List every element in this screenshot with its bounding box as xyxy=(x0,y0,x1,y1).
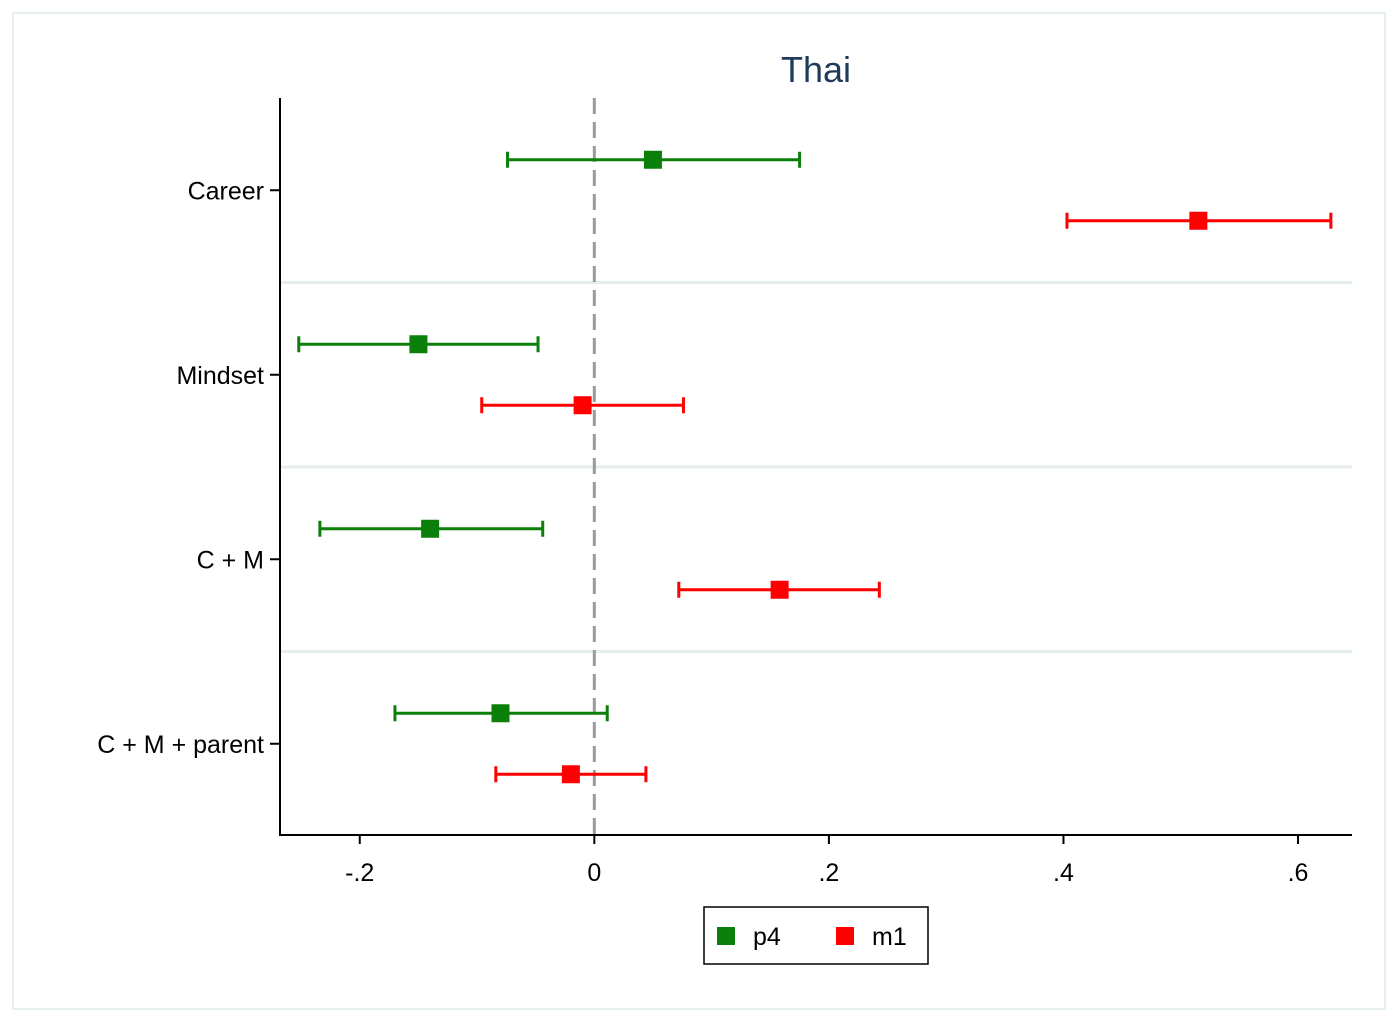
point-marker xyxy=(491,704,510,723)
ci-group-p4 xyxy=(297,335,540,354)
x-tick-label: -.2 xyxy=(345,859,374,887)
point-marker xyxy=(573,396,592,415)
point-marker xyxy=(421,519,440,538)
point-marker xyxy=(409,335,428,354)
legend-label-p4: p4 xyxy=(753,923,781,951)
chart-title: Thai xyxy=(781,49,851,90)
point-marker xyxy=(770,580,789,599)
y-tick-label: C + M xyxy=(197,546,264,574)
category-separators xyxy=(280,281,1352,653)
legend: p4 m1 xyxy=(703,906,929,965)
axes: -.2 0 .2 .4 .6 Career Mindset C + M C + M + pare… xyxy=(97,98,1352,887)
point-marker xyxy=(1189,211,1208,230)
x-tick-label: .2 xyxy=(818,859,839,887)
ci-group-m1 xyxy=(677,580,881,599)
legend-label-m1: m1 xyxy=(872,923,907,951)
ci-group-p4 xyxy=(318,519,545,538)
legend-swatch-p4 xyxy=(717,927,735,945)
x-tick-label: .6 xyxy=(1288,859,1309,887)
y-tick-label: Career xyxy=(188,177,264,205)
legend-box xyxy=(703,906,929,965)
ci-group-p4 xyxy=(506,150,802,169)
ci-group-m1 xyxy=(480,396,685,415)
ci-group-m1 xyxy=(1065,211,1333,230)
y-tick-label: C + M + parent xyxy=(97,731,264,759)
ci-group-p4 xyxy=(393,704,609,723)
x-tick-label: .4 xyxy=(1053,859,1074,887)
ci-group-m1 xyxy=(494,765,648,784)
point-marker xyxy=(561,765,580,784)
legend-swatch-m1 xyxy=(836,927,854,945)
point-marker xyxy=(643,150,662,169)
chart-frame xyxy=(12,12,1386,1010)
x-tick-label: 0 xyxy=(587,859,601,887)
y-tick-label: Mindset xyxy=(176,362,264,390)
data-marks xyxy=(297,150,1333,784)
